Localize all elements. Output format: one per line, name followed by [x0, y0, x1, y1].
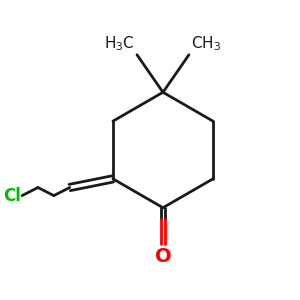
- Text: O: O: [155, 247, 171, 266]
- Text: H$_3$C: H$_3$C: [104, 34, 135, 53]
- Text: CH$_3$: CH$_3$: [191, 34, 221, 53]
- Text: Cl: Cl: [3, 187, 21, 205]
